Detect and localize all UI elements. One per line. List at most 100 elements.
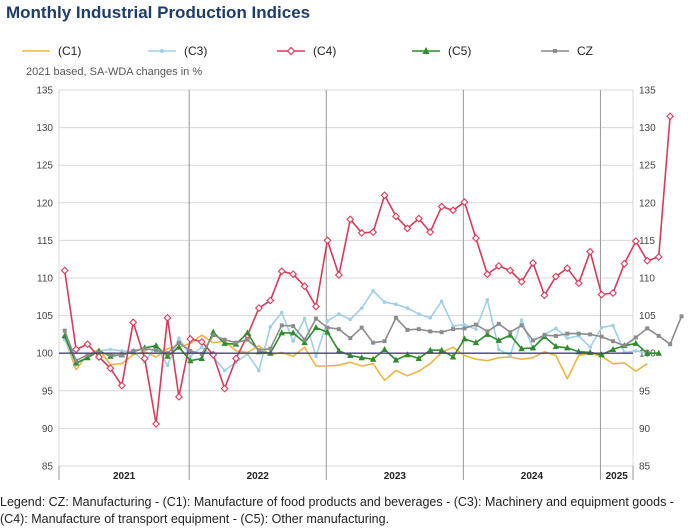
legend: (C1) (C3) (C4) (C5) CZ — [0, 40, 688, 62]
y-tick-label-left: 95 — [42, 386, 54, 397]
data-point — [199, 345, 204, 349]
legend-item-c1[interactable]: (C1) — [22, 40, 81, 62]
y-tick-label-left: 135 — [36, 86, 53, 97]
data-point — [655, 349, 662, 356]
data-point — [85, 352, 90, 357]
data-point — [289, 270, 298, 279]
data-point — [312, 302, 320, 311]
data-point — [507, 331, 514, 338]
data-point — [679, 314, 684, 319]
data-point — [563, 264, 572, 273]
data-point — [393, 315, 398, 320]
y-tick-label-right: 85 — [639, 462, 651, 473]
data-point — [279, 323, 284, 328]
data-point — [517, 277, 526, 286]
series-c5 — [61, 324, 662, 366]
legend-label-c3: (C3) — [184, 44, 208, 58]
data-point — [611, 339, 616, 344]
data-point — [119, 353, 124, 358]
data-point — [302, 316, 307, 321]
data-point — [199, 351, 204, 356]
data-point — [163, 313, 172, 322]
series-cz — [62, 314, 684, 363]
data-point — [519, 318, 524, 322]
data-point — [210, 328, 217, 335]
data-point — [427, 346, 434, 353]
data-point — [609, 345, 617, 352]
data-point — [95, 352, 103, 361]
y-tick-label-right: 120 — [639, 198, 656, 209]
data-point — [108, 352, 113, 357]
y-axis-left: 85 90 95 100 105 110 115 120 125 130 135 — [36, 86, 53, 473]
data-point — [277, 267, 286, 276]
data-point — [654, 252, 663, 261]
line-chart: 85 90 95 100 105 110 115 120 125 130 135 85 90 95 100… — [36, 86, 684, 480]
data-point — [632, 339, 640, 346]
legend-item-cz[interactable]: CZ — [541, 40, 593, 62]
data-point — [221, 339, 228, 346]
data-point — [382, 300, 387, 304]
data-point — [508, 353, 513, 358]
data-point — [323, 236, 332, 245]
data-point — [96, 350, 101, 355]
data-point — [291, 324, 296, 329]
data-point — [346, 215, 355, 224]
data-point — [380, 191, 389, 200]
data-point — [279, 310, 284, 315]
data-point — [291, 339, 295, 343]
data-point — [529, 258, 538, 267]
y-tick-label-left: 105 — [36, 311, 53, 322]
data-point — [232, 354, 241, 363]
data-point — [289, 329, 297, 336]
legend-item-c3[interactable]: (C3) — [148, 40, 207, 62]
data-point — [485, 298, 490, 302]
series-line-c4 — [63, 116, 671, 425]
x-tick-label: 2025 — [606, 471, 629, 480]
data-point — [83, 340, 92, 349]
chart-subtitle: 2021 based, SA-WDA changes in % — [26, 66, 203, 78]
y-tick-label-right: 135 — [639, 86, 656, 97]
data-point — [449, 206, 458, 215]
data-point — [336, 327, 341, 332]
data-point — [335, 347, 343, 354]
data-point — [540, 291, 549, 300]
footnote: Legend: CZ: Manufacturing - (C1): Manufa… — [0, 495, 674, 526]
data-point — [564, 344, 571, 351]
data-point — [576, 331, 581, 336]
x-tick-label: 2022 — [247, 471, 270, 480]
data-point — [337, 312, 341, 316]
legend-item-c4[interactable]: (C4) — [277, 40, 336, 62]
data-point — [266, 296, 275, 305]
data-point — [474, 327, 478, 331]
data-point — [357, 228, 366, 237]
data-point — [187, 357, 194, 364]
data-point — [656, 333, 661, 338]
data-point — [542, 333, 547, 338]
data-point — [531, 338, 536, 343]
data-point — [462, 326, 467, 331]
y-tick-label-left: 120 — [36, 198, 53, 209]
y-tick-label-left: 85 — [42, 462, 54, 473]
data-point — [142, 346, 147, 351]
legend-dot-line-icon — [148, 49, 176, 53]
data-point — [405, 327, 410, 332]
x-tick-label: 2021 — [113, 471, 136, 480]
data-point — [417, 312, 421, 316]
data-point — [254, 304, 263, 313]
data-point — [428, 329, 433, 334]
data-point — [220, 384, 229, 393]
data-point — [620, 259, 629, 268]
data-point — [359, 325, 364, 330]
grid — [58, 89, 634, 480]
data-point — [245, 337, 250, 342]
data-point — [529, 344, 537, 351]
y-tick-label-right: 105 — [639, 311, 656, 322]
data-point — [176, 340, 181, 345]
legend-item-c5[interactable]: (C5) — [412, 40, 471, 62]
data-point — [369, 355, 377, 362]
data-point — [268, 346, 273, 351]
data-point — [392, 356, 400, 363]
series-c3 — [62, 288, 650, 373]
y-tick-label-right: 130 — [639, 123, 656, 134]
